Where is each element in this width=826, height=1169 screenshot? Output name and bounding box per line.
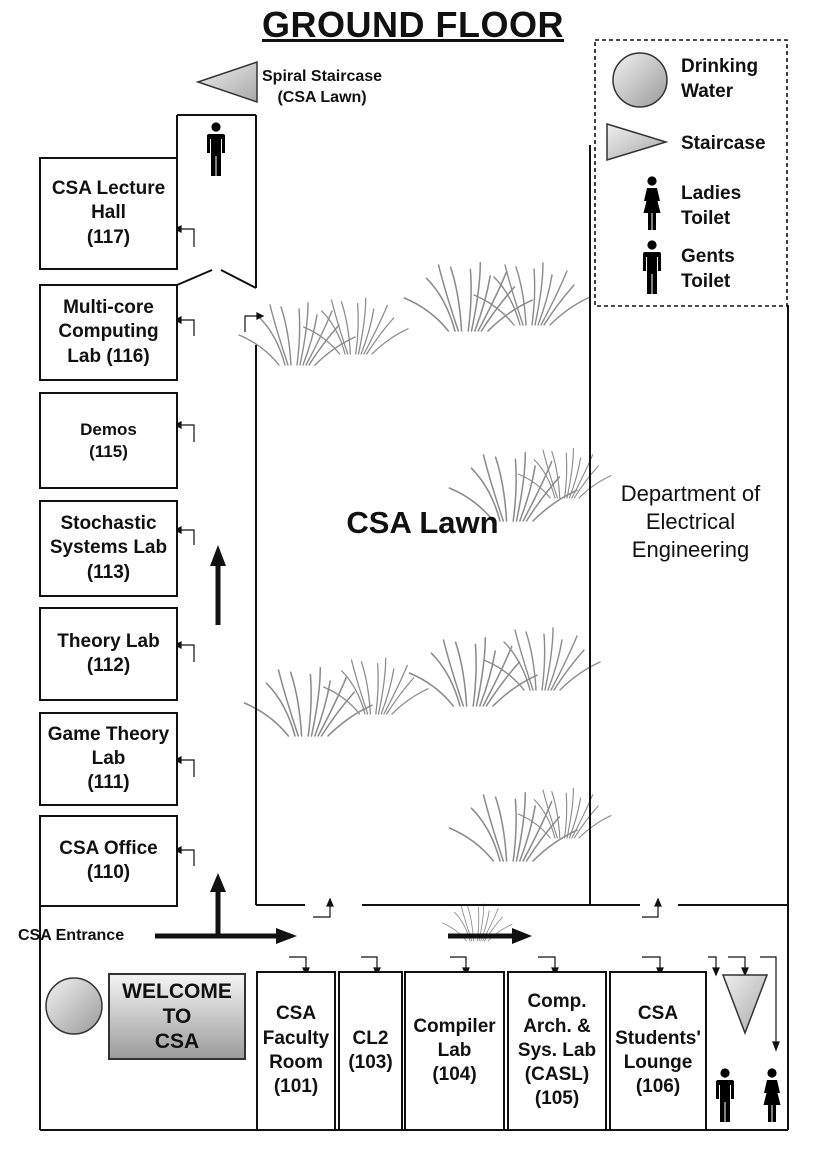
spiral-staircase-label: Spiral Staircase (CSA Lawn) — [262, 68, 383, 107]
room-game-theory-lab-111[interactable]: Game Theory Lab (111) — [39, 712, 178, 806]
legend-ladies-toilet-label: Ladies Toilet — [681, 183, 742, 229]
room-faculty-room-101[interactable]: CSA Faculty Room (101) — [256, 971, 336, 1131]
room-label: CSA Office (110) — [59, 837, 158, 883]
room-multicore-lab-116[interactable]: Multi-core Computing Lab (116) — [39, 284, 178, 381]
drinking-water-icon — [45, 977, 103, 1035]
welcome-sign: WELCOME TO CSA — [108, 973, 246, 1060]
room-label: CSA Students' Lounge (106) — [615, 1003, 701, 1098]
legend-box — [594, 39, 788, 307]
room-stochastic-systems-lab-113[interactable]: Stochastic Systems Lab (113) — [39, 500, 178, 597]
gents-toilet-icon — [643, 240, 661, 294]
room-label: Multi-core Computing Lab (116) — [58, 297, 159, 367]
door-arrows — [173, 225, 780, 1052]
drinking-water-icon — [612, 52, 668, 108]
room-lecture-hall-117[interactable]: CSA Lecture Hall (117) — [39, 157, 178, 270]
staircase-icon — [606, 122, 669, 162]
lawn-grass-decoration — [238, 262, 612, 942]
room-label: CSA Faculty Room (101) — [262, 1003, 330, 1098]
lawn-label: CSA Lawn — [346, 505, 499, 540]
map-title: GROUND FLOOR — [262, 4, 564, 45]
department-label: Department of Electrical Engineering — [620, 481, 761, 562]
gents-toilet-icon — [207, 122, 225, 176]
room-label: Comp. Arch. & Sys. Lab (CASL) (105) — [517, 991, 597, 1110]
direction-arrows — [155, 545, 532, 944]
room-label: Theory Lab (112) — [57, 630, 160, 676]
room-label: CSA Lecture Hall (117) — [51, 178, 166, 248]
room-label: Stochastic Systems Lab (113) — [49, 513, 168, 583]
legend-drinking-water-label: Drinking Water — [681, 56, 759, 102]
gents-toilet-icon — [716, 1068, 734, 1122]
room-students-lounge-106[interactable]: CSA Students' Lounge (106) — [609, 971, 707, 1131]
room-label: Game Theory Lab (111) — [47, 723, 170, 794]
room-label: Compiler Lab (104) — [413, 1015, 496, 1086]
room-csa-office-110[interactable]: CSA Office (110) — [39, 815, 178, 907]
staircase-icon — [721, 974, 769, 1036]
entrance-label: CSA Entrance — [18, 927, 125, 944]
room-compiler-lab-104[interactable]: Compiler Lab (104) — [404, 971, 505, 1131]
room-label: CL2 (103) — [348, 1027, 393, 1073]
legend-gents-toilet-label: Gents Toilet — [681, 246, 735, 292]
room-casl-105[interactable]: Comp. Arch. & Sys. Lab (CASL) (105) — [507, 971, 607, 1131]
room-demos-115[interactable]: Demos (115) — [39, 392, 178, 489]
room-theory-lab-112[interactable]: Theory Lab (112) — [39, 607, 178, 701]
legend-staircase-label: Staircase — [681, 133, 766, 154]
ladies-toilet-icon — [643, 176, 661, 230]
spiral-staircase-icon — [195, 60, 258, 104]
ladies-toilet-icon — [763, 1068, 781, 1122]
room-label: Demos (115) — [80, 419, 137, 461]
room-cl2-103[interactable]: CL2 (103) — [338, 971, 403, 1131]
